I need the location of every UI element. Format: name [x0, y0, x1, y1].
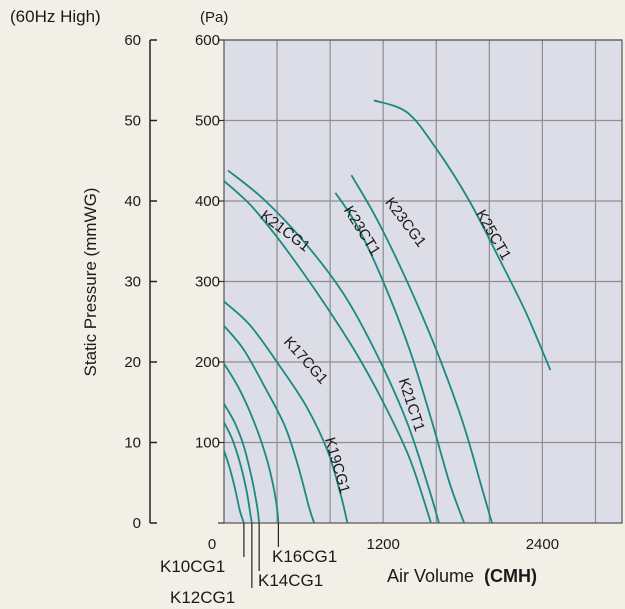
- x-axis-title-text: Air Volume: [387, 566, 474, 586]
- series-label-k14cg1: K14CG1: [258, 571, 323, 590]
- mmwg-tick-label-40: 40: [124, 193, 141, 210]
- series-line-k23cg1: [350, 174, 493, 524]
- series-label-k16cg1: K16CG1: [272, 547, 337, 566]
- pa-tick-label-600: 600: [195, 32, 220, 49]
- mmwg-tick-label-10: 10: [124, 435, 141, 452]
- mmwg-tick-label-30: 30: [124, 274, 141, 291]
- mmwg-tick-label-20: 20: [124, 354, 141, 371]
- series-line-k25ct1: [373, 99, 552, 371]
- series-line-k12cg1: [223, 422, 253, 524]
- pa-tick-label-300: 300: [195, 274, 220, 291]
- series-line-k19cg1: [223, 300, 349, 524]
- pa-tick-label-100: 100: [195, 435, 220, 452]
- bottom-series-labels: K10CG1 K12CG1 K14CG1 K16CG1: [160, 523, 337, 607]
- mmwg-tick-label-0: 0: [133, 515, 141, 532]
- y-axis-title: Static Pressure (mmWG): [81, 188, 100, 377]
- y-tick-labels-pa: 100 200 300 400 500 600: [195, 32, 220, 452]
- series-line-k21ct1: [227, 169, 440, 524]
- y-tick-labels-mmwg: 0 10 20 30 40 50 60: [124, 32, 141, 532]
- series-lines: [223, 99, 552, 524]
- pa-unit-label: (Pa): [200, 9, 228, 26]
- x-axis-title: Air Volume (CMH): [387, 566, 537, 586]
- series-line-k17cg1: [223, 325, 316, 524]
- series-line-k10cg1: [223, 450, 245, 524]
- x-tick-label-0: 0: [208, 536, 216, 553]
- series-line-k23ct1: [334, 192, 465, 524]
- x-tick-labels: 0 1200 2400: [208, 536, 559, 553]
- mmwg-tick-label-60: 60: [124, 32, 141, 49]
- series-line-k21cg1: [223, 180, 432, 524]
- pa-tick-label-200: 200: [195, 354, 220, 371]
- x-tick-label-1200: 1200: [367, 536, 400, 553]
- pa-tick-label-500: 500: [195, 113, 220, 130]
- x-axis-unit: (CMH): [484, 566, 537, 586]
- pa-tick-label-400: 400: [195, 193, 220, 210]
- series-line-k16cg1: [223, 363, 280, 524]
- series-label-k12cg1: K12CG1: [170, 588, 235, 607]
- mmwg-tick-label-50: 50: [124, 113, 141, 130]
- frequency-label: (60Hz High): [10, 7, 101, 26]
- axes: [149, 39, 623, 524]
- x-tick-label-2400: 2400: [526, 536, 559, 553]
- series-label-k10cg1: K10CG1: [160, 557, 225, 576]
- series-line-k14cg1: [223, 403, 261, 524]
